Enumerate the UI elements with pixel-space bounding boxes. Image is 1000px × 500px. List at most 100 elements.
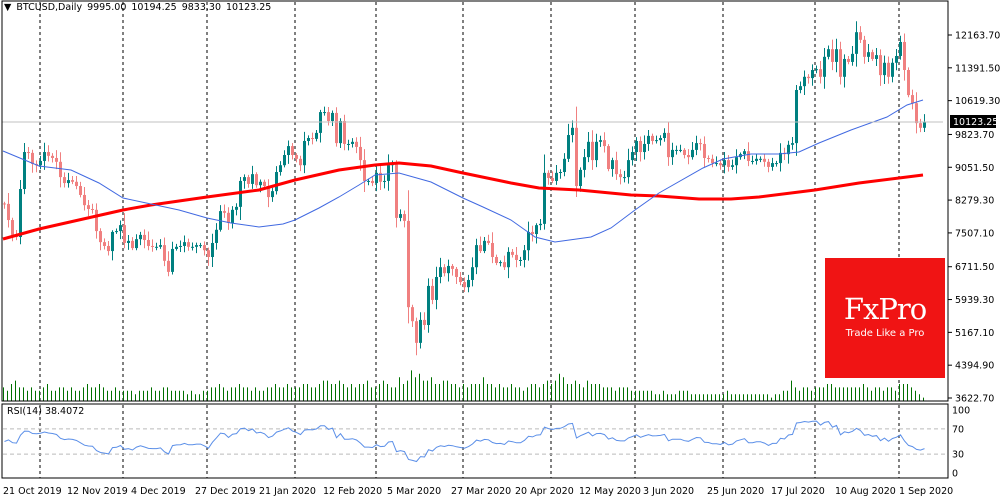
candle: [219, 205, 222, 232]
candle-body: [59, 161, 62, 178]
candle-body: [879, 55, 882, 76]
candle-body: [43, 152, 46, 161]
candle-body: [371, 180, 374, 184]
candle: [511, 248, 514, 258]
candle: [591, 130, 594, 170]
candle: [695, 135, 698, 156]
candle: [583, 148, 586, 178]
candle-body: [771, 163, 774, 167]
candle-body: [875, 55, 878, 59]
candle: [895, 49, 898, 71]
price-tick-label: 4394.90: [955, 361, 994, 372]
candle-body: [711, 158, 714, 164]
candle: [687, 149, 690, 165]
candle-body: [351, 141, 354, 144]
candle-body: [183, 242, 186, 246]
candle: [63, 172, 66, 188]
candle: [543, 154, 546, 230]
rsi-axis: 100 70 30 0: [952, 406, 970, 480]
price-tick-label: 10619.30: [955, 96, 1000, 107]
candle-body: [591, 141, 594, 161]
candle-body: [7, 203, 10, 221]
candle: [483, 236, 486, 254]
candle-body: [911, 95, 914, 104]
candle: [439, 257, 442, 284]
candle: [599, 135, 602, 147]
candle-body: [683, 149, 686, 156]
symbol-dropdown-icon[interactable]: ▼: [4, 2, 12, 13]
candle: [915, 92, 918, 134]
candle-body: [883, 62, 886, 76]
candle-body: [75, 181, 78, 187]
candle: [843, 54, 846, 88]
candle-body: [575, 127, 578, 187]
candle-body: [907, 70, 910, 96]
candle: [567, 123, 570, 163]
candle-body: [147, 240, 150, 246]
candle: [779, 143, 782, 172]
candle: [79, 181, 82, 198]
candle: [799, 81, 802, 94]
candle: [35, 160, 38, 173]
candle-body: [627, 160, 630, 178]
candle-body: [487, 240, 490, 243]
candle-body: [571, 127, 574, 136]
candle-body: [407, 220, 410, 308]
candle: [775, 160, 778, 167]
rsi-tick-label: 70: [952, 424, 964, 435]
candle-body: [299, 158, 302, 166]
candle-body: [275, 172, 278, 192]
candle: [675, 145, 678, 155]
candle-body: [175, 246, 178, 249]
candle: [383, 175, 386, 189]
candle: [379, 165, 382, 191]
candle-body: [119, 225, 122, 232]
candle-body: [11, 220, 14, 235]
date-tick-label: 27 Mar 2020: [451, 486, 511, 497]
candle-body: [799, 86, 802, 90]
candle-body: [375, 172, 378, 184]
candle-body: [235, 206, 238, 210]
candle-body: [411, 307, 414, 322]
candle-body: [107, 245, 110, 252]
price-axis: 12163.70 11391.50 10619.30 9823.70 9051.50 82…: [948, 31, 1000, 405]
candle: [707, 155, 710, 163]
candle-body: [847, 58, 850, 62]
candle: [151, 239, 154, 252]
price-tick-label: 8279.30: [955, 196, 994, 207]
candle-body: [679, 149, 682, 151]
candle-body: [655, 140, 658, 142]
candle: [475, 238, 478, 275]
candle: [355, 137, 358, 154]
candle: [83, 187, 86, 211]
candle: [899, 35, 902, 60]
candle-body: [327, 112, 330, 122]
candle-body: [499, 262, 502, 264]
candle-body: [227, 212, 230, 224]
candle: [39, 155, 42, 170]
price-tick-label: 5939.30: [955, 295, 994, 306]
rsi-tick-label: 0: [952, 469, 958, 480]
candle: [759, 156, 762, 163]
candle-body: [675, 149, 678, 151]
candle: [647, 130, 650, 151]
candle: [871, 49, 874, 61]
price-tick-label: 5167.10: [955, 328, 994, 339]
candle-body: [115, 231, 118, 233]
candle-body: [27, 152, 30, 154]
candle-body: [467, 279, 470, 288]
candle: [247, 174, 250, 188]
candle-body: [307, 138, 310, 141]
candle: [803, 70, 806, 96]
candle: [571, 120, 574, 143]
candle: [327, 107, 330, 126]
candle: [395, 160, 398, 228]
candle-body: [867, 52, 870, 57]
candle-body: [755, 158, 758, 161]
candle: [375, 165, 378, 192]
candle-body: [751, 160, 754, 162]
candle-body: [587, 141, 590, 158]
candle: [115, 228, 118, 234]
candle-body: [543, 172, 546, 224]
candle: [339, 118, 342, 149]
